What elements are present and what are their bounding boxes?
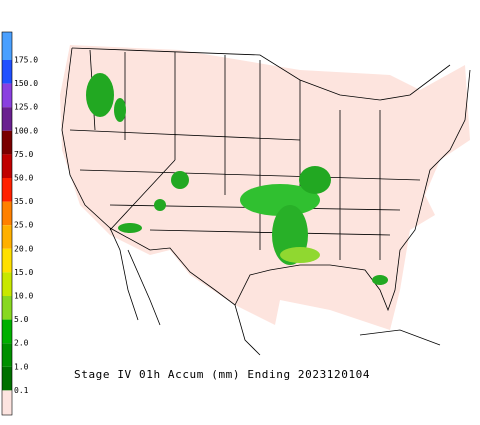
legend-swatch <box>2 296 12 320</box>
legend-swatch <box>2 272 12 296</box>
legend-swatch <box>2 201 12 226</box>
border-north <box>71 47 451 101</box>
precip <box>86 73 114 117</box>
legend-swatch <box>2 130 12 155</box>
legend-label: 50.0 <box>14 174 33 183</box>
precip <box>299 166 331 194</box>
legend-label: 1.0 <box>14 362 29 371</box>
legend-swatch <box>2 178 12 202</box>
map <box>60 45 471 356</box>
precip <box>171 171 189 189</box>
precip-areas <box>86 73 388 285</box>
legend-label: 75.0 <box>14 150 33 159</box>
legend-label: 5.0 <box>14 315 29 324</box>
legend-label: 15.0 <box>14 268 33 277</box>
precip <box>372 275 388 285</box>
legend-frame <box>1 31 13 416</box>
legend-swatch <box>2 60 12 84</box>
legend-label: 0.1 <box>14 386 29 395</box>
legend-swatch <box>2 154 12 178</box>
precip <box>114 98 126 122</box>
caption: Stage IV 01h Accum (mm) Ending 202312010… <box>74 368 370 381</box>
legend-swatch <box>2 366 12 391</box>
legend-label: 20.0 <box>14 244 33 253</box>
legend-swatch <box>2 319 12 344</box>
border-south <box>109 69 471 312</box>
legend-swatch <box>2 343 12 367</box>
legend-swatch <box>2 225 12 249</box>
legend-label: 35.0 <box>14 197 33 206</box>
legend: 175.0 150.0 125.0 100.0 75.0 50.0 35.0 25.0 20.0… <box>1 31 38 416</box>
precip <box>280 247 320 263</box>
precip <box>154 199 166 211</box>
legend-label: 150.0 <box>14 79 38 88</box>
legend-label: 2.0 <box>14 339 29 348</box>
coast-mexico <box>127 249 441 356</box>
legend-swatch <box>2 32 12 60</box>
legend-label: 25.0 <box>14 221 33 230</box>
legend-label: 125.0 <box>14 103 38 112</box>
legend-swatch <box>2 107 12 131</box>
legend-swatch <box>2 390 12 415</box>
precip <box>118 223 142 233</box>
legend-swatch <box>2 83 12 108</box>
legend-swatch <box>2 248 12 273</box>
legend-label: 100.0 <box>14 126 38 135</box>
precip <box>240 184 320 216</box>
legend-label: 175.0 <box>14 56 38 65</box>
coastline-west <box>61 47 139 321</box>
legend-label: 10.0 <box>14 292 33 301</box>
